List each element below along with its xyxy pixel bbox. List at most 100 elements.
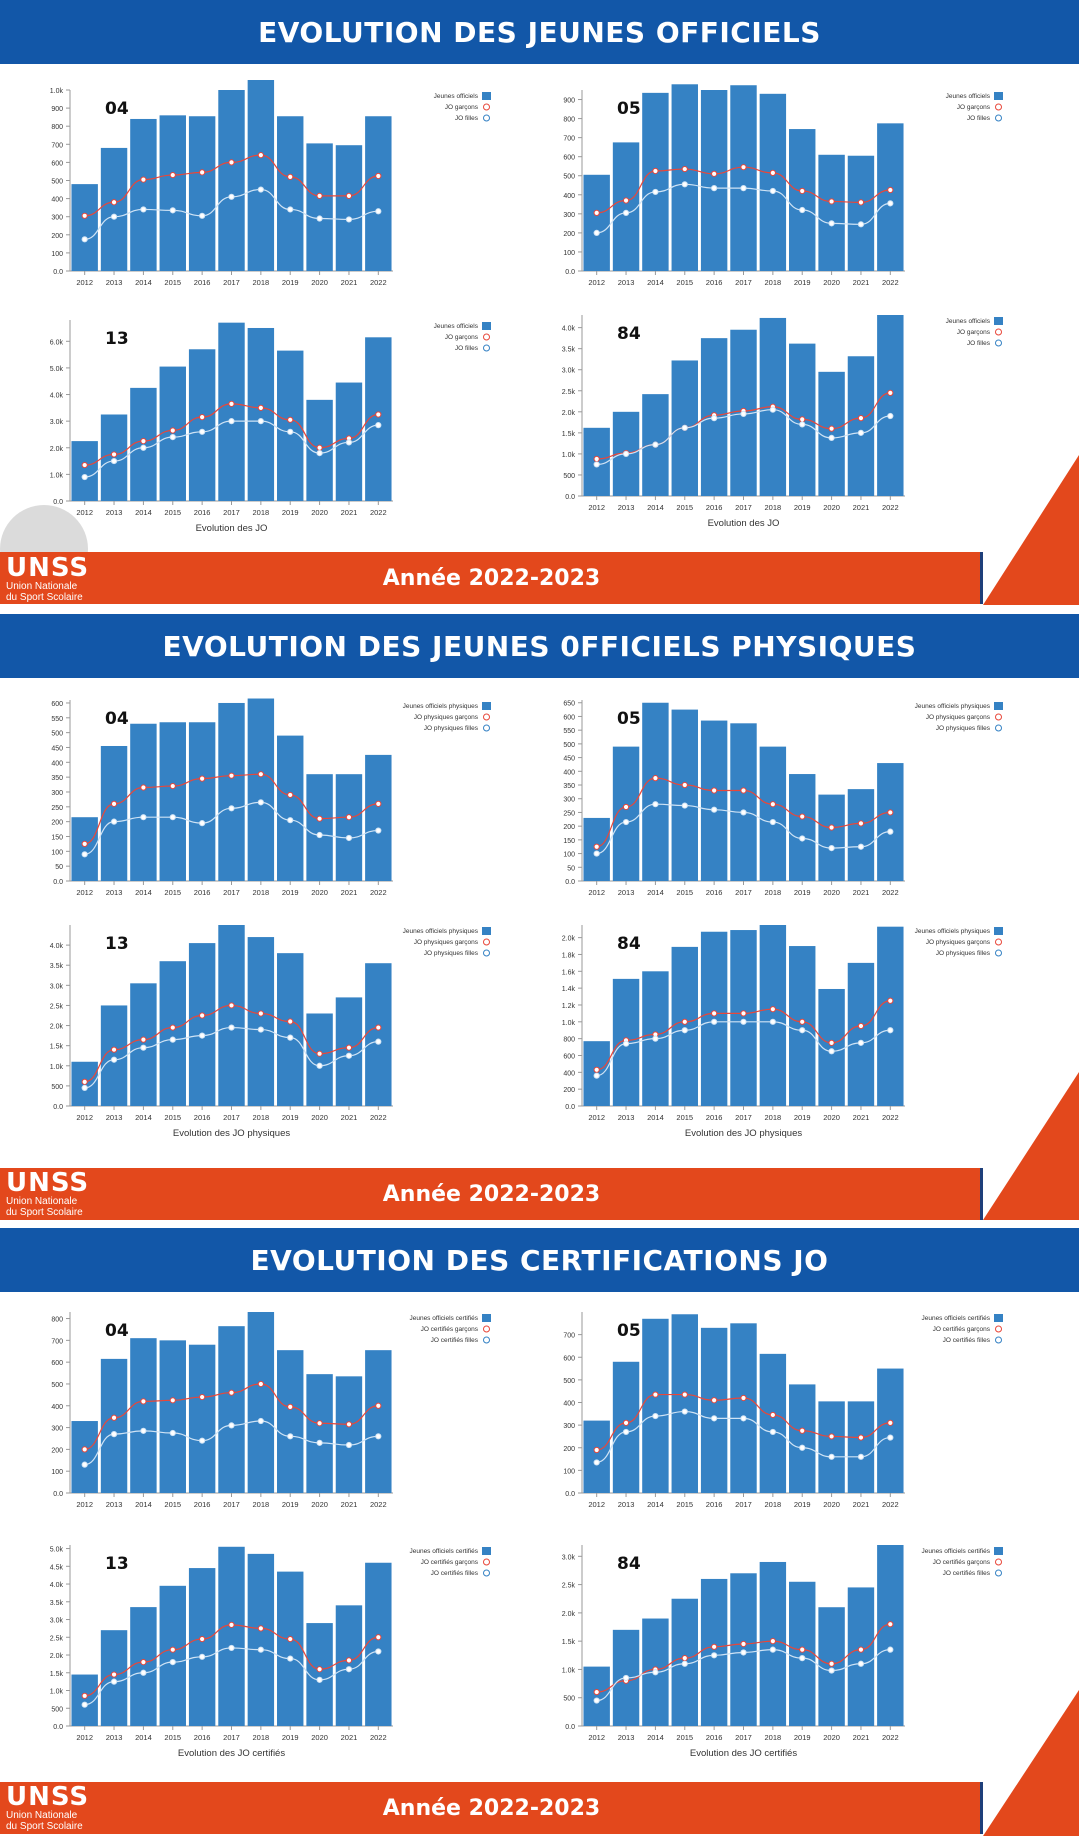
- bar: [247, 698, 275, 881]
- girls-point: [257, 1026, 264, 1033]
- footer-triangle-1: [983, 455, 1079, 605]
- legend-swatch: [995, 713, 1002, 721]
- y-tick-label: 1.5k: [562, 1639, 576, 1646]
- girls-point: [287, 1433, 294, 1440]
- x-tick-label: 2019: [282, 278, 299, 287]
- legend-label: JO physiques garçons: [926, 714, 991, 721]
- boys-point: [169, 1024, 176, 1031]
- legend-swatch: [482, 322, 491, 330]
- y-tick-label: 800: [51, 124, 63, 131]
- bar: [671, 709, 698, 881]
- legend-swatch: [995, 103, 1002, 111]
- girls-point: [769, 187, 776, 195]
- y-tick-label: 50: [55, 864, 63, 871]
- x-tick-label: 2015: [164, 1113, 181, 1122]
- y-tick-label: 1.6k: [562, 969, 576, 976]
- y-tick-label: 0.0: [565, 1104, 575, 1111]
- girls-point: [199, 1653, 206, 1660]
- x-tick-label: 2022: [882, 1113, 899, 1122]
- girls-point: [681, 1408, 688, 1415]
- girls-point: [711, 1018, 718, 1025]
- girls-point: [857, 1039, 865, 1046]
- y-tick-label: 550: [51, 716, 63, 723]
- legend-swatch: [995, 339, 1002, 347]
- boys-point: [799, 1018, 806, 1025]
- boys-point: [375, 1402, 382, 1409]
- x-tick-label: 2015: [164, 888, 181, 897]
- legend-label: JO physiques filles: [424, 950, 479, 957]
- bar: [159, 1340, 186, 1493]
- x-axis-label: Evolution des JO certifiés: [178, 1748, 285, 1759]
- bar: [759, 93, 787, 272]
- x-tick-label: 2012: [588, 503, 605, 512]
- bar: [71, 441, 98, 501]
- girls-point: [769, 1428, 776, 1436]
- legend-swatch: [995, 1336, 1002, 1344]
- x-tick-label: 2022: [370, 888, 387, 897]
- boys-point: [110, 451, 118, 458]
- chart-panel-label: 05: [617, 709, 641, 729]
- bar: [130, 1338, 157, 1493]
- y-tick-label: 4.0k: [50, 393, 64, 400]
- boys-point: [169, 171, 176, 179]
- y-tick-label: 300: [51, 1426, 63, 1433]
- y-tick-label: 400: [563, 1401, 575, 1408]
- y-tick-label: 300: [51, 790, 63, 797]
- bar: [700, 90, 728, 271]
- x-tick-label: 2017: [735, 278, 752, 287]
- girls-point: [81, 236, 88, 243]
- x-tick-label: 2021: [853, 1733, 870, 1742]
- x-tick-label: 2013: [618, 503, 635, 512]
- y-tick-label: 1.2k: [562, 1003, 576, 1010]
- y-tick-label: 1.5k: [50, 1044, 64, 1051]
- girls-point: [316, 831, 323, 839]
- bar: [730, 85, 757, 271]
- y-tick-label: 3.5k: [50, 963, 64, 970]
- bar: [159, 366, 186, 501]
- boys-point: [740, 164, 747, 171]
- boys-point: [228, 1002, 235, 1009]
- legend-swatch: [482, 1314, 491, 1322]
- girls-point: [828, 1048, 835, 1055]
- bar: [306, 1013, 333, 1106]
- boys-point: [711, 1643, 718, 1650]
- girls-point: [593, 850, 600, 857]
- x-tick-label: 2013: [618, 888, 635, 897]
- x-tick-label: 2018: [765, 1733, 782, 1742]
- boys-point: [228, 159, 235, 166]
- girls-point: [857, 429, 865, 436]
- x-tick-label: 2016: [706, 888, 723, 897]
- x-tick-label: 2012: [588, 278, 605, 287]
- boys-point: [799, 1427, 806, 1434]
- y-tick-label: 2.0k: [50, 1653, 64, 1660]
- boys-point: [169, 1397, 176, 1404]
- x-tick-label: 2019: [794, 278, 811, 287]
- x-tick-label: 2019: [282, 888, 299, 897]
- legend-swatch: [994, 1547, 1003, 1555]
- y-tick-label: 0.0: [565, 494, 575, 501]
- x-tick-label: 2017: [223, 1500, 240, 1509]
- girls-point: [169, 814, 176, 821]
- y-tick-label: 300: [563, 212, 575, 219]
- x-tick-label: 2016: [706, 1500, 723, 1509]
- boys-point: [887, 809, 894, 816]
- girls-point: [81, 1701, 88, 1708]
- boys-point: [711, 1397, 718, 1404]
- x-tick-label: 2012: [588, 1500, 605, 1509]
- bar: [818, 794, 845, 881]
- chart-8: 0.0 200 400 600 800 1.0k 1.2k 1.4k 1.6k 1.8k 2.0k 2…: [540, 915, 1010, 1140]
- girls-point: [257, 1646, 264, 1653]
- x-tick-label: 2016: [194, 508, 211, 517]
- y-tick-label: 2.0k: [562, 410, 576, 417]
- girls-point: [887, 1646, 894, 1653]
- girls-point: [857, 1660, 865, 1667]
- x-tick-label: 2014: [647, 1500, 664, 1509]
- bar: [818, 371, 845, 496]
- girls-point: [857, 843, 865, 850]
- bar: [671, 946, 698, 1106]
- chart-svg: 0.0 200 400 600 800 1.0k 1.2k 1.4k 1.6k 1.8k 2.0k 2…: [562, 925, 1003, 1139]
- bar: [130, 387, 157, 501]
- boys-point: [287, 791, 294, 799]
- girls-point: [228, 1024, 235, 1031]
- bar: [877, 123, 904, 271]
